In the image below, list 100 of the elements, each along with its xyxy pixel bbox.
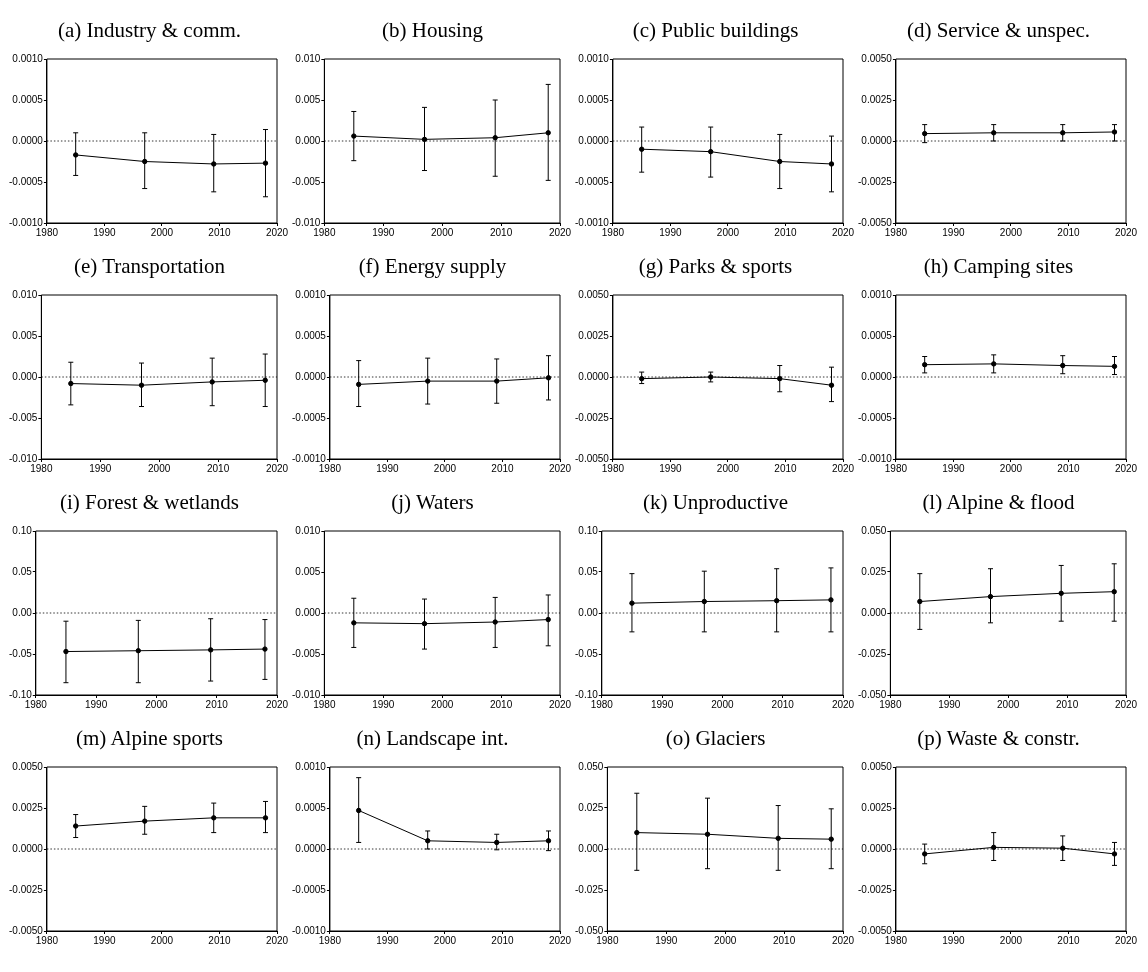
y-tick-label: -0.0050 — [857, 924, 893, 936]
y-tick-label: 0.0025 — [12, 801, 44, 813]
x-tick-label: 2000 — [150, 226, 174, 238]
x-tick-label: 2020 — [1114, 934, 1138, 946]
chart-title: (i) Forest & wetlands — [58, 489, 241, 516]
chart-title: (f) Energy supply — [357, 253, 508, 280]
x-tick-label: 1980 — [35, 226, 59, 238]
x-tick-label: 2020 — [548, 462, 572, 474]
y-tick-label: -0.0025 — [857, 175, 893, 187]
x-tick-label: 2010 — [1055, 698, 1079, 710]
x-tick-label: 2010 — [1057, 226, 1081, 238]
y-tick-label: 0.0025 — [861, 93, 893, 105]
y-tick-label: -0.025 — [575, 883, 604, 895]
y-tick-label: 0.0005 — [295, 801, 327, 813]
y-tick-label: -0.050 — [575, 924, 604, 936]
x-tick-label: 1990 — [93, 226, 116, 238]
x-tick-label: 1990 — [942, 226, 965, 238]
y-tick-label: -0.010 — [292, 216, 321, 228]
x-tick-label: 2000 — [431, 226, 454, 238]
x-tick-label: 1990 — [89, 462, 112, 474]
x-tick-label: 1990 — [376, 462, 399, 474]
x-tick-label: 2010 — [1057, 934, 1081, 946]
x-tick-label: 1980 — [590, 698, 614, 710]
chart-title: (o) Glaciers — [664, 725, 767, 752]
y-tick-label: 0.0000 — [295, 370, 327, 382]
x-tick-label: 2010 — [489, 226, 513, 238]
y-tick-label: 0.0005 — [12, 93, 44, 105]
chart-title: (a) Industry & comm. — [56, 17, 243, 44]
x-tick-label: 2020 — [265, 934, 289, 946]
x-tick-label: 2000 — [431, 698, 454, 710]
x-tick-label: 1990 — [942, 462, 965, 474]
y-tick-label: 0.0000 — [295, 842, 327, 854]
chart-title: (n) Landscape int. — [355, 725, 510, 752]
y-tick-label: 0.0005 — [295, 329, 327, 341]
y-tick-label: -0.05 — [9, 647, 33, 659]
x-tick-label: 2020 — [548, 934, 572, 946]
x-tick-label: 1990 — [938, 698, 961, 710]
x-tick-label: 1990 — [659, 462, 682, 474]
x-tick-label: 2020 — [548, 226, 572, 238]
y-tick-label: -0.010 — [9, 452, 38, 464]
x-tick-label: 2020 — [831, 462, 855, 474]
x-tick-label: 2020 — [265, 226, 289, 238]
y-tick-label: -0.0005 — [291, 411, 327, 423]
x-tick-label: 2010 — [491, 934, 515, 946]
y-tick-label: 0.005 — [295, 565, 321, 577]
y-tick-label: 0.00 — [12, 606, 33, 618]
y-tick-label: 0.0000 — [861, 370, 893, 382]
y-tick-label: 0.0050 — [861, 760, 893, 772]
chart-title: (h) Camping sites — [922, 253, 1075, 280]
y-tick-label: 0.025 — [578, 801, 604, 813]
y-tick-label: -0.025 — [858, 647, 887, 659]
x-tick-label: 1980 — [601, 226, 625, 238]
x-tick-label: 1990 — [659, 226, 682, 238]
y-tick-label: 0.0000 — [861, 134, 893, 146]
x-tick-label: 2010 — [206, 462, 230, 474]
y-tick-label: 0.05 — [578, 565, 599, 577]
y-tick-label: 0.0025 — [578, 329, 610, 341]
x-tick-label: 2000 — [150, 934, 174, 946]
y-tick-label: 0.010 — [295, 524, 321, 536]
y-tick-label: -0.0005 — [8, 175, 44, 187]
x-tick-label: 2020 — [1114, 698, 1138, 710]
x-tick-label: 2010 — [774, 226, 798, 238]
x-tick-label: 2000 — [145, 698, 168, 710]
x-tick-label: 1990 — [93, 934, 116, 946]
y-tick-label: 0.000 — [12, 370, 38, 382]
y-tick-label: -0.0010 — [291, 924, 327, 936]
y-tick-label: 0.010 — [295, 52, 321, 64]
x-tick-label: 1980 — [879, 698, 902, 710]
y-tick-label: 0.005 — [12, 329, 38, 341]
y-tick-label: 0.0050 — [861, 52, 893, 64]
x-tick-label: 2010 — [491, 462, 515, 474]
y-tick-label: 0.0010 — [12, 52, 44, 64]
y-tick-label: 0.0010 — [295, 288, 327, 300]
x-tick-label: 1980 — [318, 462, 342, 474]
x-tick-label: 2020 — [831, 934, 855, 946]
y-tick-label: -0.0050 — [574, 452, 610, 464]
y-tick-label: 0.005 — [295, 93, 321, 105]
y-tick-label: 0.0010 — [295, 760, 327, 772]
x-tick-label: 2000 — [997, 698, 1020, 710]
y-tick-label: -0.0025 — [8, 883, 44, 895]
chart-title: (k) Unproductive — [641, 489, 790, 516]
chart-title: (j) Waters — [390, 489, 475, 516]
x-tick-label: 2000 — [716, 462, 740, 474]
x-tick-label: 1980 — [318, 934, 342, 946]
x-tick-label: 2010 — [771, 698, 795, 710]
x-tick-label: 2000 — [999, 226, 1023, 238]
x-tick-label: 2000 — [711, 698, 734, 710]
chart-title: (d) Service & unspec. — [905, 17, 1092, 44]
chart-title: (c) Public buildings — [631, 17, 800, 44]
y-tick-label: 0.10 — [12, 524, 33, 536]
x-tick-label: 2010 — [772, 934, 796, 946]
y-tick-label: -0.005 — [292, 647, 321, 659]
y-tick-label: -0.0005 — [574, 175, 610, 187]
chart-title: (p) Waste & constr. — [916, 725, 1081, 752]
y-tick-label: -0.005 — [292, 175, 321, 187]
x-tick-label: 1990 — [650, 698, 674, 710]
x-tick-label: 1980 — [30, 462, 53, 474]
y-tick-label: 0.0000 — [861, 842, 893, 854]
y-tick-label: 0.050 — [861, 524, 887, 536]
y-tick-label: 0.0000 — [578, 370, 610, 382]
